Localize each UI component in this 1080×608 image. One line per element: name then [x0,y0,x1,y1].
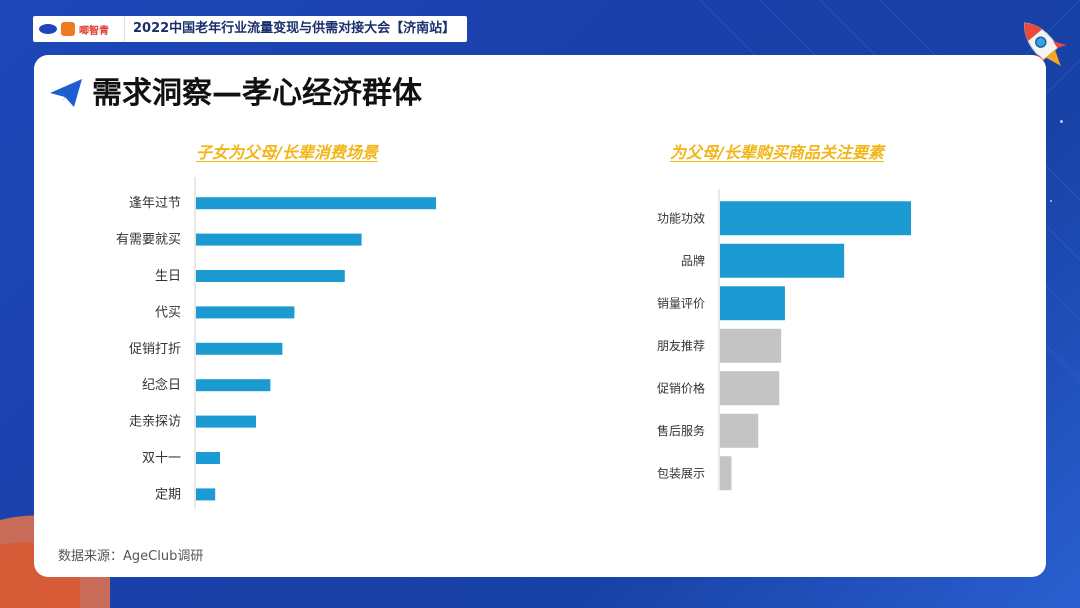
bar-4 [720,328,782,363]
bar-3 [720,286,785,321]
content-card: 需求洞察—孝心经济群体 子女为父母/长辈消费场景 逢年过节有需要就买生日代买促销… [34,55,1046,577]
bar-4 [196,306,295,319]
category-label: 双十一 [142,451,181,466]
category-label: 促销价格 [657,380,705,395]
bar-6 [196,379,271,392]
bar-7 [720,456,732,491]
bar-3 [196,270,345,282]
category-label: 销量评价 [657,296,705,310]
category-label: 走亲探访 [129,415,181,430]
bar-2 [196,233,362,246]
page-title: 需求洞察—孝心经济群体 [92,76,422,111]
sparkle-decoration [1050,200,1052,202]
category-label: 品牌 [681,254,705,268]
sparkle-decoration [1060,120,1063,123]
category-label: 包装展示 [657,466,705,480]
bar-5 [196,342,283,355]
category-label: 生日 [155,269,181,284]
bar-1 [196,197,436,210]
chart-title-left: 子女为父母/长辈消费场景 [196,143,378,162]
event-title: 2022中国老年行业流量变现与供需对接大会【济南站】 [133,21,456,36]
category-label: 纪念日 [142,377,181,393]
bar-8 [196,452,220,464]
category-label: 促销打折 [129,342,181,357]
bar-9 [196,488,216,501]
rocket-icon [1024,22,1067,69]
bar-6 [720,413,759,448]
category-label: 朋友推荐 [657,339,705,353]
brand-logo-icon [61,22,75,36]
category-label: 代买 [155,305,181,320]
logo-text: 唧智青 [79,25,109,37]
header-logo: 唧智青 [33,16,125,42]
ageclub-logo-icon [39,24,57,34]
category-label: 功能功效 [657,210,705,225]
bar-2 [720,243,845,278]
bar-5 [720,371,780,406]
bar-7 [196,415,256,428]
category-label: 有需要就买 [116,233,181,248]
header-bar: 唧智青 2022中国老年行业流量变现与供需对接大会【济南站】 [33,16,467,42]
bar-1 [720,201,911,236]
chart-title-right: 为父母/长辈购买商品关注要素 [670,143,884,162]
data-source-note: 数据来源：AgeClub调研 [58,549,204,564]
category-label: 逢年过节 [129,196,181,211]
paper-plane-icon [50,79,82,107]
category-label: 售后服务 [657,423,705,438]
category-label: 定期 [155,487,181,502]
